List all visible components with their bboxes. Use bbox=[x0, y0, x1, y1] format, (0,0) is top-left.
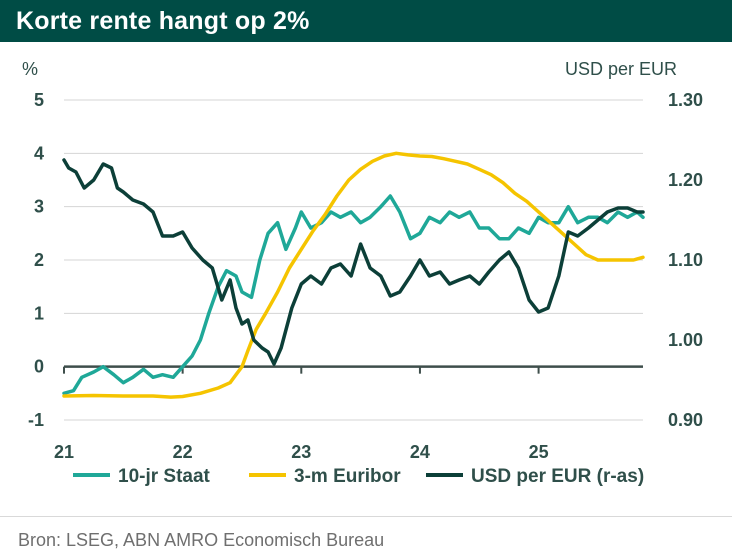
y-axis-left-ticks: -1 0 1 2 3 4 5 bbox=[28, 90, 44, 430]
y-left-tick-label: 4 bbox=[34, 143, 44, 163]
y-right-tick-label: 1.30 bbox=[668, 90, 703, 110]
x-tick-label: 22 bbox=[173, 442, 193, 462]
legend: 10-jr Staat 3-m Euribor USD per EUR (r-as) bbox=[73, 466, 644, 487]
x-tick-label: 24 bbox=[410, 442, 430, 462]
y-right-tick-label: 1.00 bbox=[668, 330, 703, 350]
y-left-tick-label: 2 bbox=[34, 250, 44, 270]
source-divider bbox=[0, 516, 732, 517]
series-line-10-jr-staat bbox=[62, 194, 645, 396]
chart-title: Korte rente hangt op 2% bbox=[16, 7, 310, 35]
y-right-tick-label: 1.10 bbox=[668, 250, 703, 270]
series-line-usd-per-eur-r-as bbox=[62, 158, 645, 366]
gridlines bbox=[64, 99, 643, 421]
x-axis-ticks: 21 22 23 24 25 bbox=[54, 366, 549, 462]
series-lines bbox=[62, 151, 645, 399]
y-left-tick-label: 3 bbox=[34, 197, 44, 217]
legend-label: 10-jr Staat bbox=[118, 466, 211, 487]
x-tick-label: 25 bbox=[529, 442, 549, 462]
legend-label: USD per EUR (r-as) bbox=[471, 466, 644, 487]
y-axis-left-label: % bbox=[22, 59, 38, 79]
title-bar: Korte rente hangt op 2% bbox=[0, 0, 732, 42]
x-tick-label: 21 bbox=[54, 442, 74, 462]
y-left-tick-label: 5 bbox=[34, 90, 44, 110]
y-right-tick-label: 0.90 bbox=[668, 410, 703, 430]
y-left-tick-label: 1 bbox=[34, 303, 44, 323]
y-axis-right-ticks: 0.90 1.00 1.10 1.20 1.30 bbox=[668, 90, 703, 430]
series-line-3-m-euribor bbox=[62, 151, 645, 399]
source-note: Bron: LSEG, ABN AMRO Economisch Bureau bbox=[18, 530, 385, 550]
y-left-tick-label: -1 bbox=[28, 410, 44, 430]
y-right-tick-label: 1.20 bbox=[668, 170, 703, 190]
y-left-tick-label: 0 bbox=[34, 357, 44, 377]
legend-label: 3-m Euribor bbox=[294, 466, 401, 487]
x-tick-label: 23 bbox=[291, 442, 311, 462]
y-axis-right-label: USD per EUR bbox=[565, 59, 677, 79]
